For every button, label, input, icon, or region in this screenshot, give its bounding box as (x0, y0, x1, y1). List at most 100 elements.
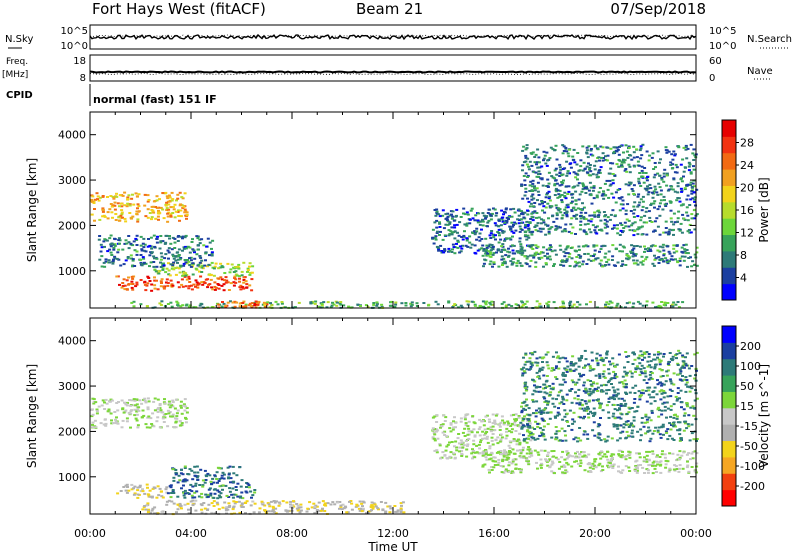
scatter-cell (550, 437, 553, 439)
scatter-cell (608, 180, 611, 182)
scatter-cell (555, 426, 558, 428)
scatter-cell (593, 461, 596, 463)
scatter-cell (500, 465, 503, 467)
scatter-cell (679, 201, 682, 203)
scatter-cell (573, 266, 576, 268)
scatter-cell (520, 456, 523, 458)
scatter-cell (442, 251, 445, 253)
scatter-cell (611, 244, 614, 246)
scatter-cell (435, 239, 438, 241)
scatter-cell (668, 452, 671, 454)
scatter-cell (682, 468, 685, 470)
scatter-cell (501, 436, 504, 438)
scatter-cell (229, 481, 232, 483)
scatter-cell (557, 412, 560, 414)
scatter-cell (669, 202, 672, 204)
scatter-cell (345, 511, 348, 513)
scatter-cell (607, 216, 610, 218)
scatter-cell (503, 422, 506, 424)
scatter-cell (165, 486, 168, 488)
scatter-cell (691, 466, 694, 468)
scatter-cell (567, 155, 570, 157)
scatter-cell (640, 394, 643, 396)
scatter-cell (636, 206, 639, 208)
scatter-cell (356, 505, 359, 507)
scatter-cell (626, 431, 629, 433)
scatter-cell (167, 216, 170, 218)
scatter-cell (670, 153, 673, 155)
scatter-cell (665, 463, 668, 465)
scatter-cell (645, 207, 648, 209)
scatter-cell (648, 379, 651, 381)
scatter-cell (188, 264, 191, 266)
scatter-cell (636, 406, 639, 408)
scatter-cell (589, 174, 592, 176)
scatter-cell (245, 486, 248, 488)
scatter-cell (113, 411, 116, 413)
scatter-cell (633, 402, 636, 404)
scatter-cell (384, 502, 387, 504)
scatter-cell (411, 301, 414, 303)
scatter-cell (163, 217, 166, 219)
scatter-cell (690, 365, 693, 367)
scatter-cell (516, 443, 519, 445)
scatter-cell (159, 248, 162, 250)
scatter-cell (613, 404, 616, 406)
scatter-cell (669, 253, 672, 255)
scatter-cell (608, 466, 611, 468)
scatter-cell (548, 256, 551, 258)
scatter-cell (545, 262, 548, 264)
scatter-cell (658, 461, 661, 463)
scatter-cell (616, 163, 619, 165)
scatter-cell (631, 376, 634, 378)
scatter-cell (465, 449, 468, 451)
scatter-cell (687, 257, 690, 259)
scatter-cell (659, 246, 662, 248)
scatter-cell (676, 416, 679, 418)
scatter-cell (472, 440, 475, 442)
scatter-cell (91, 201, 94, 203)
scatter-cell (546, 392, 549, 394)
scatter-cell (150, 423, 153, 425)
scatter-cell (691, 424, 694, 426)
scatter-cell (172, 426, 175, 428)
scatter-cell (193, 258, 196, 260)
scatter-cell (678, 428, 681, 430)
scatter-cell (227, 302, 230, 304)
scatter-cell (523, 179, 526, 181)
scatter-cell (503, 301, 506, 303)
scatter-cell (672, 244, 675, 246)
scatter-cell (137, 205, 140, 207)
scatter-cell (589, 231, 592, 233)
scatter-cell (435, 301, 438, 303)
scatter-cell (549, 258, 552, 260)
scatter-cell (195, 268, 198, 270)
scatter-cell (560, 199, 563, 201)
scatter-cell (540, 218, 543, 220)
scatter-cell (497, 464, 500, 466)
scatter-cell (676, 221, 679, 223)
scatter-cell (599, 220, 602, 222)
scatter-cell (235, 302, 238, 304)
scatter-cell (625, 144, 628, 146)
scatter-cell (590, 218, 593, 220)
scatter-cell (519, 226, 522, 228)
scatter-cell (638, 362, 641, 364)
scatter-cell (680, 191, 683, 193)
scatter-cell (485, 453, 488, 455)
scatter-cell (189, 252, 192, 254)
scatter-cell (389, 305, 392, 307)
scatter-cell (575, 382, 578, 384)
scatter-cell (523, 415, 526, 417)
scatter-cell (111, 206, 114, 208)
scatter-cell (517, 260, 520, 262)
scatter-cell (510, 305, 513, 307)
scatter-cell (148, 254, 151, 256)
scatter-cell (188, 257, 191, 259)
scatter-cell (616, 303, 619, 305)
scatter-cell (621, 250, 624, 252)
scatter-cell (402, 511, 405, 513)
scatter-cell (594, 145, 597, 147)
scatter-cell (632, 146, 635, 148)
scatter-cell (633, 230, 636, 232)
